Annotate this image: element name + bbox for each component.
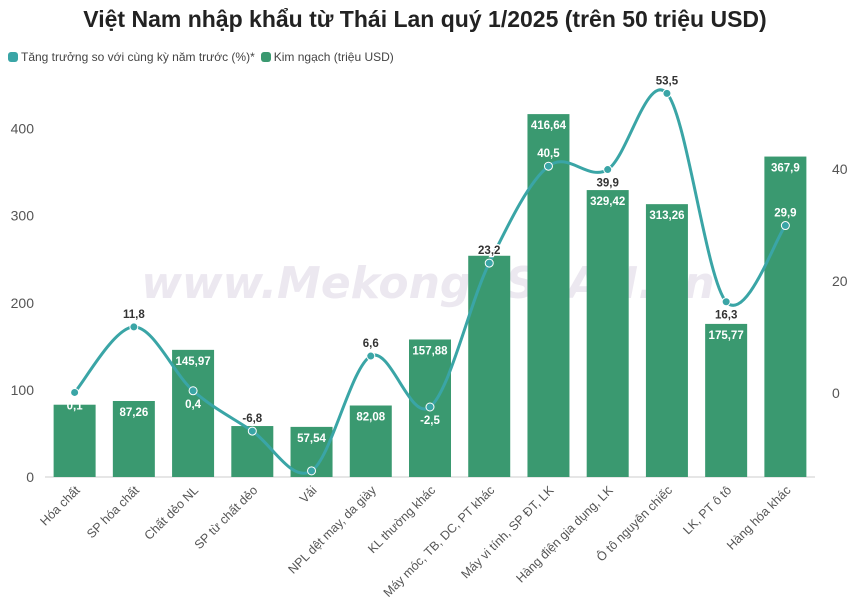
line-data-label: -2,5	[420, 415, 440, 427]
legend-swatch-value	[260, 52, 271, 62]
y-left-tick-label: 200	[11, 295, 35, 311]
growth-point	[307, 466, 317, 476]
growth-point	[780, 221, 790, 231]
bar-data-label: 82,08	[356, 412, 385, 424]
line-data-label: 0,1	[67, 400, 84, 412]
x-tick-label: Chất dẻo NL	[142, 483, 202, 543]
line-data-label: 40,5	[537, 148, 560, 160]
x-tick-label: Hóa chất	[37, 483, 83, 529]
growth-point	[188, 386, 198, 396]
bar-data-label: 145,97	[175, 356, 210, 368]
line-data-label: 23,2	[478, 245, 500, 257]
legend-swatch-growth	[8, 52, 18, 62]
y-right-tick-label: 40	[832, 161, 848, 177]
x-tick-label: Hàng điện gia dụng, LK	[514, 483, 617, 586]
bar	[586, 190, 629, 477]
y-left-tick-label: 400	[11, 121, 35, 137]
growth-line	[73, 88, 787, 475]
bar-data-label: 416,64	[531, 120, 567, 132]
growth-point	[425, 402, 435, 412]
growth-point	[603, 165, 613, 175]
line-data-label: 29,9	[774, 208, 796, 220]
bar-data-label: 157,88	[412, 345, 448, 357]
chart-legend: Tăng trưởng so với cùng kỳ năm trước (%)…	[8, 50, 400, 64]
line-data-label: -6,8	[242, 413, 262, 425]
growth-point	[129, 322, 139, 332]
bar-data-label: 175,77	[709, 330, 744, 342]
bar	[468, 255, 511, 477]
y-right-tick-label: 20	[832, 273, 848, 289]
legend-label-growth: Tăng trưởng so với cùng kỳ năm trước (%)…	[21, 50, 255, 64]
growth-point	[721, 297, 731, 307]
line-data-label: -13,9	[298, 479, 324, 491]
x-tick-label: LK, PT ô tô	[680, 483, 734, 537]
bar-data-label: 329,42	[590, 196, 625, 208]
line-data-label: 39,9	[596, 178, 618, 190]
bar	[527, 114, 570, 477]
growth-point	[247, 426, 257, 436]
line-data-label: 16,3	[715, 310, 737, 322]
x-tick-label: Máy móc, TB, DC, PT khác	[381, 483, 498, 600]
legend-item-value: Kim ngạch (triệu USD)	[260, 50, 394, 64]
y-left-tick-label: 300	[11, 208, 35, 224]
bar-data-label: 367,9	[771, 163, 800, 175]
growth-point	[662, 88, 672, 98]
bar-data-label: 87,26	[119, 407, 148, 419]
y-left-tick-label: 0	[26, 469, 34, 485]
legend-item-growth: Tăng trưởng so với cùng kỳ năm trước (%)…	[8, 50, 255, 64]
chart-title: Việt Nam nhập khẩu từ Thái Lan quý 1/202…	[83, 6, 767, 32]
bar-data-label: 57,54	[297, 433, 326, 445]
line-data-label: 11,8	[123, 309, 145, 321]
line-data-label: 6,6	[363, 338, 379, 350]
y-left-tick-label: 100	[11, 382, 35, 398]
growth-point	[543, 161, 553, 171]
bar	[112, 400, 155, 477]
legend-label-value: Kim ngạch (triệu USD)	[273, 50, 394, 64]
growth-point	[484, 258, 494, 268]
watermark-text: www.MekongASEAN.vn	[141, 258, 715, 309]
bar	[349, 405, 392, 477]
bar	[53, 404, 96, 477]
bar	[764, 156, 807, 478]
line-data-label: 0,4	[185, 399, 202, 411]
bar	[705, 323, 748, 477]
x-tick-label: SP từ chất dẻo	[192, 483, 261, 552]
bar	[172, 349, 215, 477]
line-data-label: 53,5	[656, 75, 679, 87]
bar	[645, 204, 688, 477]
bar-data-label: 313,26	[649, 210, 684, 222]
growth-point	[70, 387, 80, 397]
x-tick-label: Hàng hóa khác	[724, 483, 793, 552]
growth-point	[366, 351, 376, 361]
x-tick-label: SP hóa chất	[84, 483, 142, 541]
y-right-tick-label: 0	[832, 385, 840, 401]
